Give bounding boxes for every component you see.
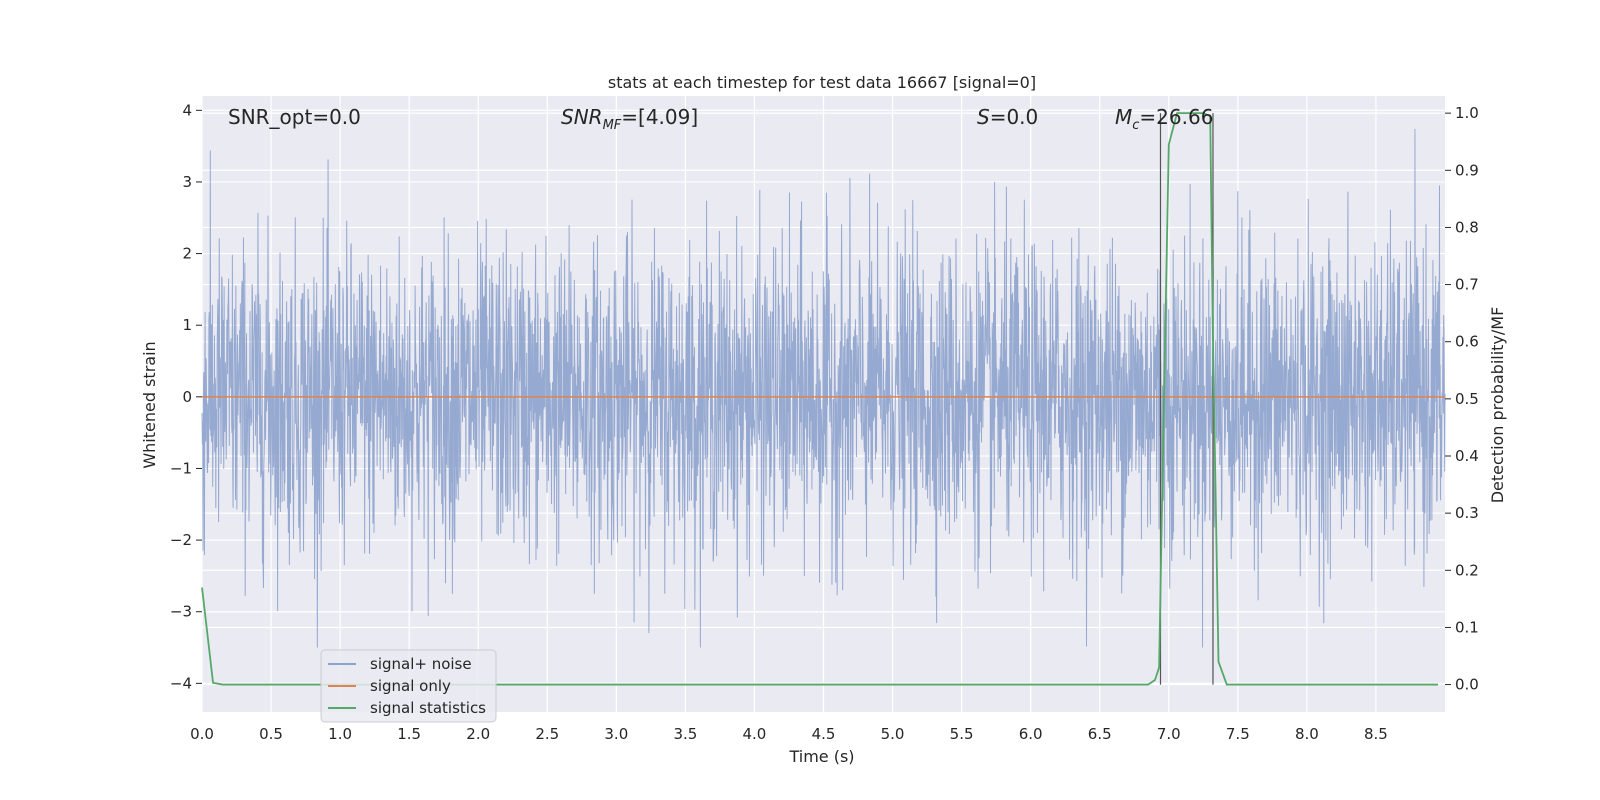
x-tick-label: 8.0 [1295,725,1319,743]
right-y-tick-label: 0.3 [1455,504,1479,522]
left-y-axis-ticks: 4 3 2 1 0 −1 −2 −3 −4 [170,101,202,692]
x-tick-label: 7.5 [1226,725,1250,743]
right-y-tick-label: 1.0 [1455,104,1479,122]
x-tick-label: 3.0 [604,725,628,743]
right-y-tick-label: 0.5 [1455,390,1479,408]
annotation-mc: Mc=26.66 [1115,105,1213,133]
signal-noise-line [201,128,1446,648]
x-tick-label: 5.5 [950,725,974,743]
legend: signal+ noise signal only signal statist… [320,649,497,723]
annotation-snr-opt: SNR_opt=0.0 [228,105,361,129]
series-signal-statistics [201,112,1439,686]
left-y-tick-label: −3 [170,603,192,621]
left-y-tick-label: 4 [182,101,192,119]
legend-label-signal-noise: signal+ noise [370,655,472,673]
right-y-tick-label: 0.7 [1455,276,1479,294]
left-y-tick-label: 1 [182,316,192,334]
legend-label-signal-only: signal only [370,677,451,695]
x-tick-label: 5.0 [881,725,905,743]
left-y-tick-label: 2 [182,245,192,263]
right-y-tick-label: 0.6 [1455,333,1479,351]
right-y-tick-label: 0.4 [1455,447,1479,465]
x-tick-label: 0.5 [259,725,283,743]
right-y-tick-label: 0.9 [1455,161,1479,179]
signal-statistics-line [201,112,1439,686]
x-tick-label: 2.0 [466,725,490,743]
left-y-tick-label: −2 [170,531,192,549]
x-axis-ticks: 0.0 0.5 1.0 1.5 2.0 2.5 3.0 3.5 4.0 4.5 5.0 5.5 6.0 6… [190,725,1388,743]
chart-title: stats at each timestep for test data 166… [608,73,1036,92]
x-tick-label: 1.5 [397,725,421,743]
right-y-tick-label: 0.1 [1455,618,1479,636]
x-tick-label: 1.0 [328,725,352,743]
x-tick-label: 8.5 [1364,725,1388,743]
left-y-tick-label: 3 [182,173,192,191]
x-tick-label: 0.0 [190,725,214,743]
x-tick-label: 4.0 [743,725,767,743]
series-signal-noise [201,128,1446,648]
legend-box [320,649,497,723]
x-tick-label: 6.0 [1019,725,1043,743]
x-tick-label: 3.5 [673,725,697,743]
right-y-axis-ticks: 1.0 0.9 0.8 0.7 0.6 0.5 0.4 0.3 0.2 0.1 0.0 [1445,104,1479,694]
left-y-axis-label: Whitened strain [140,341,159,468]
left-y-tick-label: −1 [170,459,192,477]
right-y-tick-label: 0.8 [1455,218,1479,236]
left-y-tick-label: −4 [170,674,192,692]
annotation-snr-mf: SNRMF=[4.09] [561,105,698,133]
right-y-axis-label: Detection probability/MF [1488,307,1507,504]
x-axis-label: Time (s) [788,747,854,766]
x-tick-label: 7.0 [1157,725,1181,743]
right-y-tick-label: 0.0 [1455,676,1479,694]
legend-label-signal-statistics: signal statistics [370,699,486,717]
annotation-s: S=0.0 [977,105,1038,129]
x-tick-label: 6.5 [1088,725,1112,743]
left-y-tick-label: 0 [182,388,192,406]
x-tick-label: 4.5 [812,725,836,743]
x-tick-label: 2.5 [535,725,559,743]
right-y-tick-label: 0.2 [1455,561,1479,579]
